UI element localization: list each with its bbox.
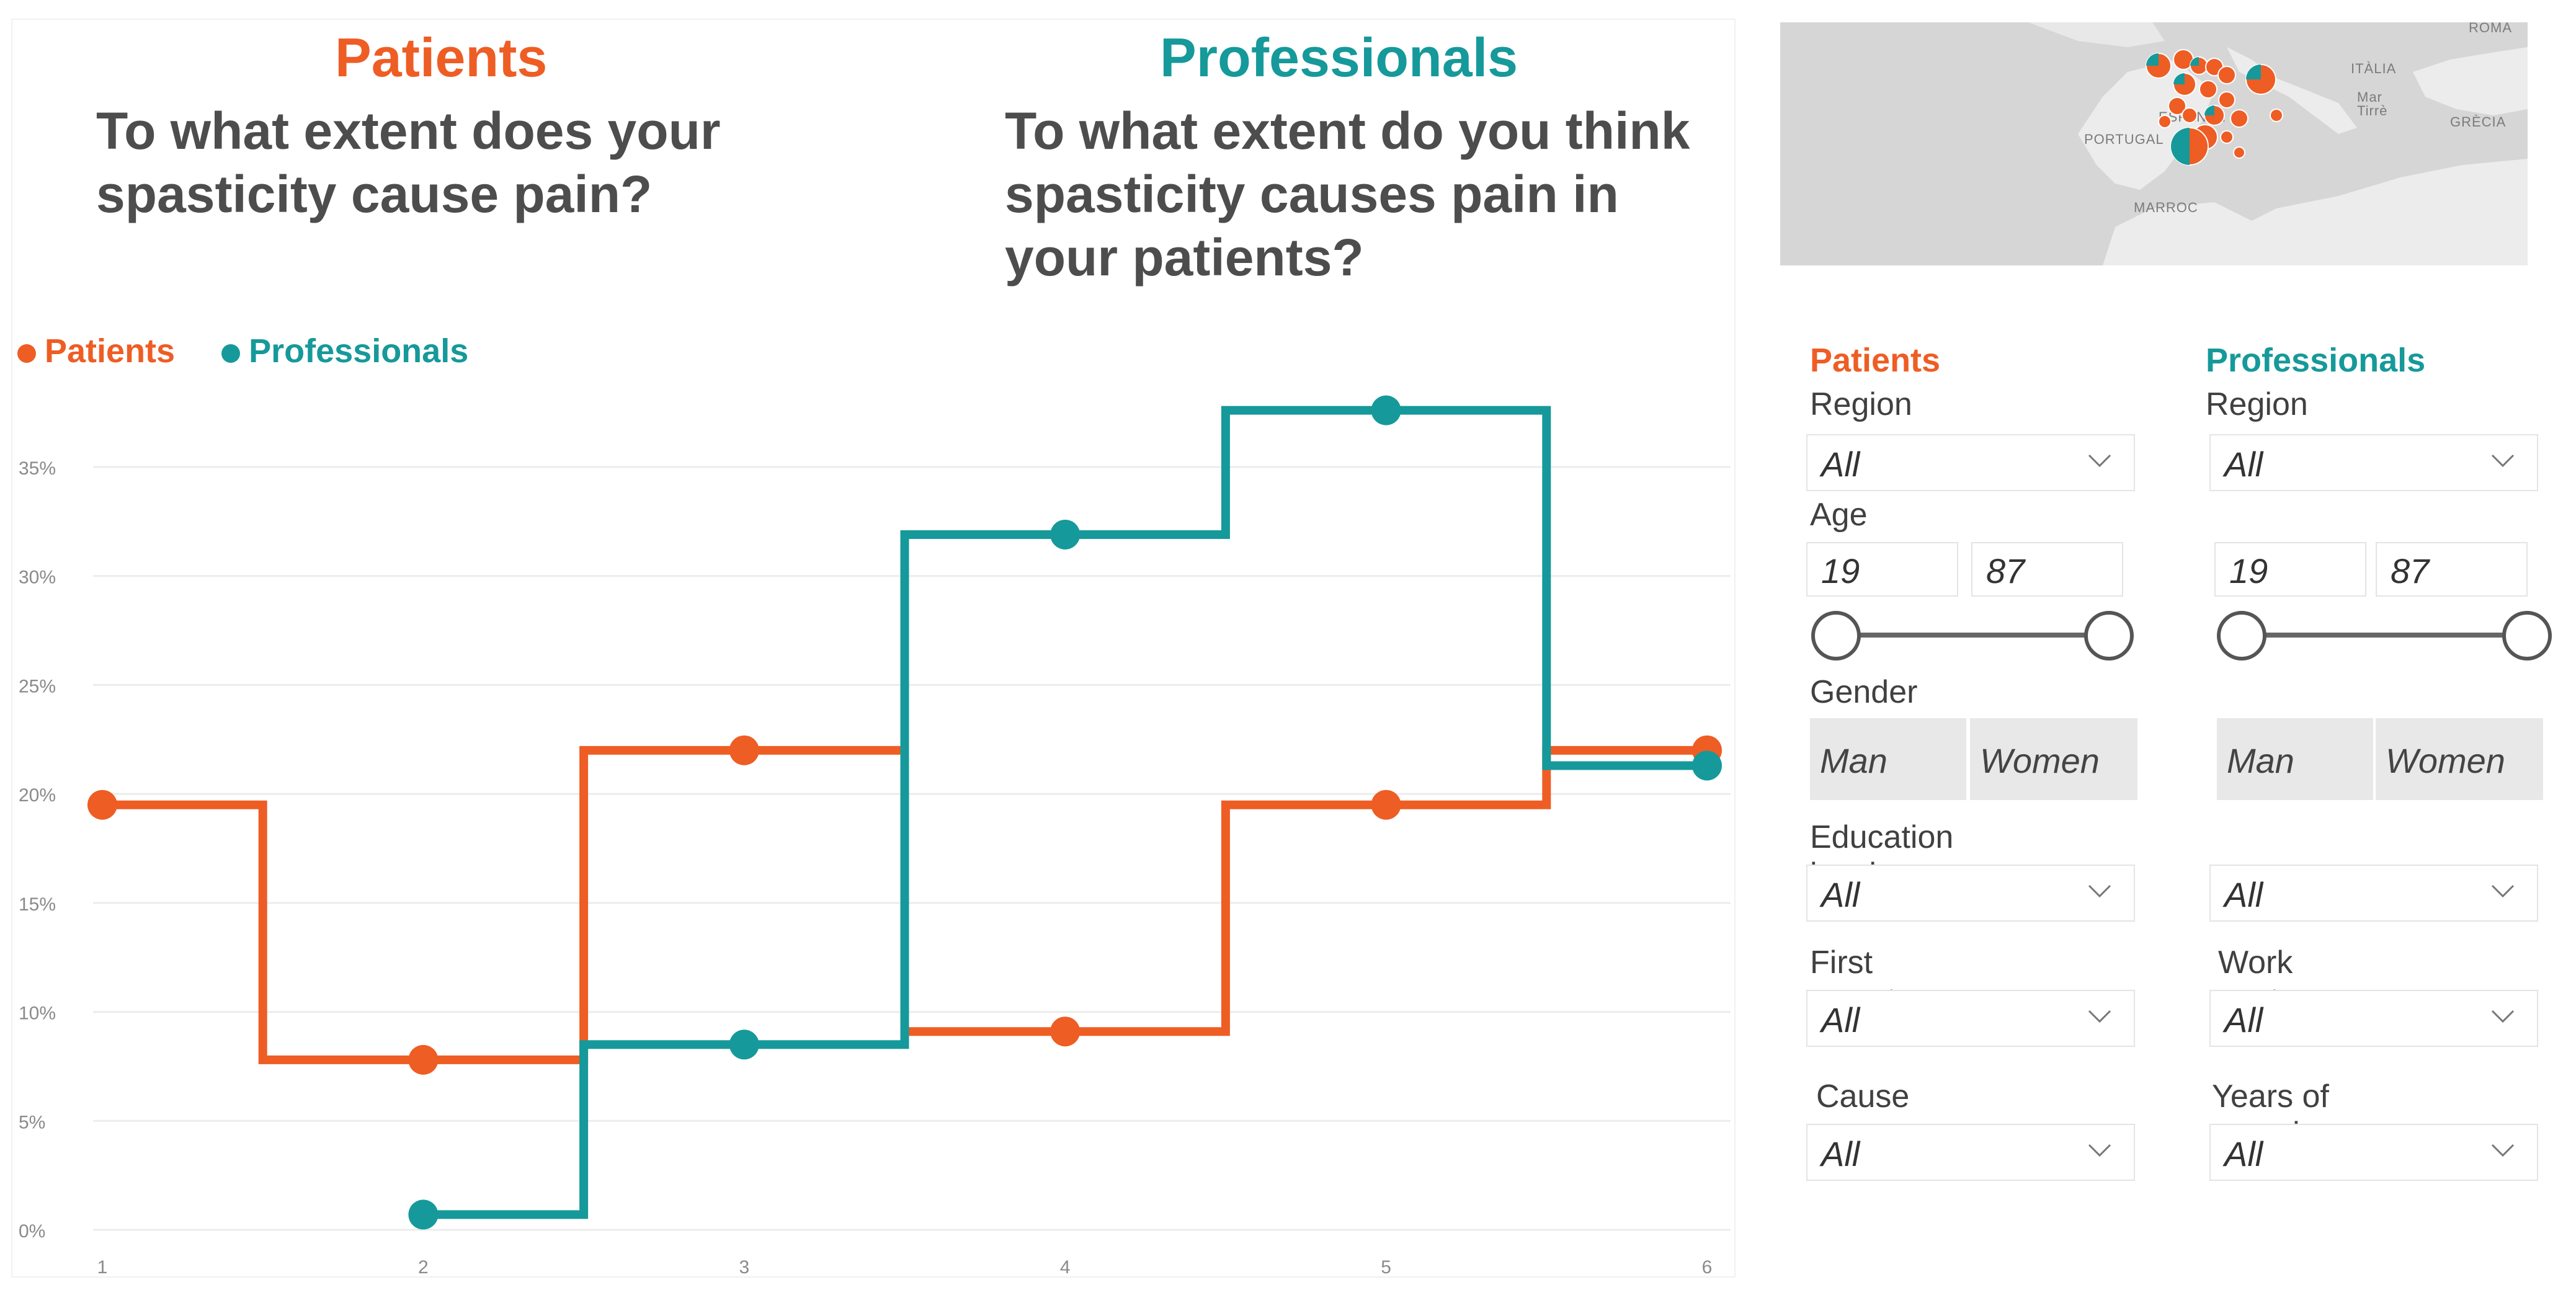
patients-cause-dropdown[interactable]: All bbox=[1806, 1124, 2135, 1181]
button-label: Women bbox=[1980, 741, 2100, 780]
age-label: Age bbox=[1810, 497, 1868, 533]
legend-item-patients[interactable]: Patients bbox=[17, 332, 175, 370]
button-label: Man bbox=[1820, 741, 1887, 780]
data-point-professionals bbox=[729, 1030, 759, 1060]
legend-dot-icon bbox=[221, 344, 241, 363]
professionals-age-slider-max-handle[interactable] bbox=[2502, 611, 2552, 661]
patients-age-max-input[interactable]: 87 bbox=[1971, 542, 2123, 597]
input-value: 87 bbox=[2391, 551, 2430, 590]
dropdown-value: All bbox=[2224, 1000, 2263, 1039]
map-panel[interactable]: ROMA ITÀLIA Mar Tirrè GRÈCIA PORTUGAL ES… bbox=[1780, 22, 2528, 265]
patients-gender-man-button[interactable]: Man bbox=[1810, 718, 1966, 800]
input-value: 87 bbox=[1986, 551, 2025, 590]
data-point-patients bbox=[1371, 790, 1401, 820]
data-point-professionals bbox=[1692, 750, 1722, 781]
y-tick-label: 30% bbox=[19, 567, 56, 588]
chevron-down-icon bbox=[2088, 884, 2111, 898]
chevron-down-icon bbox=[2491, 1010, 2515, 1023]
x-tick-label: 3 bbox=[739, 1257, 749, 1278]
patients-first-symptom-dropdown[interactable]: All bbox=[1806, 990, 2135, 1047]
chevron-down-icon bbox=[2088, 454, 2111, 468]
x-tick-label: 2 bbox=[418, 1257, 429, 1278]
patients-question: To what extent does your spasticity caus… bbox=[96, 102, 721, 223]
professionals-region-dropdown[interactable]: All bbox=[2209, 434, 2538, 491]
patients-age-slider-track[interactable] bbox=[1836, 633, 2109, 638]
professionals-age-max-input[interactable]: 87 bbox=[2376, 542, 2528, 597]
dropdown-value: All bbox=[1821, 875, 1860, 914]
map-label: MARROC bbox=[2134, 200, 2198, 215]
map-label: ITÀLIA bbox=[2351, 61, 2397, 76]
chevron-down-icon bbox=[2491, 884, 2515, 898]
x-tick-label: 5 bbox=[1381, 1257, 1391, 1278]
chart-legend: Patients Professionals bbox=[17, 332, 506, 370]
legend-item-professionals[interactable]: Professionals bbox=[221, 332, 468, 370]
patients-age-slider-min-handle[interactable] bbox=[1811, 611, 1861, 661]
cause-label: Cause bbox=[1816, 1079, 1910, 1114]
region-label: Region bbox=[1810, 386, 1912, 422]
y-tick-label: 25% bbox=[19, 676, 56, 696]
chevron-down-icon bbox=[2491, 454, 2515, 468]
map-label: GRÈCIA bbox=[2450, 114, 2507, 130]
y-tick-label: 5% bbox=[19, 1112, 45, 1132]
professionals-heading: Professionals bbox=[1160, 27, 1518, 88]
data-point-patients bbox=[87, 790, 117, 820]
data-point-patients bbox=[1050, 1016, 1081, 1047]
step-line-chart: 0% 5% 10% 15% 20% 25% 30% 35% 1 2 3 4 5 6 bbox=[19, 395, 1731, 1278]
chevron-down-icon bbox=[2088, 1010, 2111, 1023]
legend-dot-icon bbox=[17, 344, 36, 363]
professionals-age-min-input[interactable]: 19 bbox=[2214, 542, 2366, 597]
chevron-down-icon bbox=[2491, 1144, 2515, 1157]
patients-age-slider-max-handle[interactable] bbox=[2084, 611, 2134, 661]
dropdown-value: All bbox=[2224, 445, 2263, 484]
gender-label: Gender bbox=[1810, 674, 1918, 710]
data-point-patients bbox=[729, 735, 759, 765]
chart-panel bbox=[11, 19, 1736, 1278]
map-label: PORTUGAL bbox=[2084, 131, 2164, 147]
x-tick-label: 4 bbox=[1060, 1257, 1071, 1278]
y-tick-label: 0% bbox=[19, 1221, 45, 1242]
professionals-work-centre-dropdown[interactable]: All bbox=[2209, 990, 2538, 1047]
professionals-filter-title: Professionals bbox=[2206, 342, 2426, 379]
professionals-years-experience-dropdown[interactable]: All bbox=[2209, 1124, 2538, 1181]
data-point-professionals bbox=[1371, 395, 1401, 425]
button-label: Man bbox=[2227, 741, 2294, 780]
y-tick-label: 20% bbox=[19, 785, 56, 806]
input-value: 19 bbox=[2229, 551, 2268, 590]
data-point-patients bbox=[408, 1044, 439, 1075]
x-tick-label: 1 bbox=[97, 1257, 108, 1278]
professionals-question: To what extent do you think spasticity c… bbox=[1005, 102, 1690, 287]
map-markers bbox=[2146, 49, 2283, 166]
legend-label: Patients bbox=[45, 332, 176, 370]
patients-education-dropdown[interactable]: All bbox=[1806, 865, 2135, 922]
professionals-age-slider-track[interactable] bbox=[2240, 633, 2526, 638]
region-label: Region bbox=[2206, 386, 2308, 422]
patients-filter-title: Patients bbox=[1810, 342, 1941, 379]
patients-heading: Patients bbox=[335, 27, 548, 88]
legend-label: Professionals bbox=[249, 332, 469, 370]
y-tick-label: 10% bbox=[19, 1003, 56, 1024]
professionals-education-dropdown[interactable]: All bbox=[2209, 865, 2538, 922]
map-shapes bbox=[1780, 22, 2528, 265]
x-tick-label: 6 bbox=[1702, 1257, 1713, 1278]
patients-age-min-input[interactable]: 19 bbox=[1806, 542, 1958, 597]
dropdown-value: All bbox=[1821, 1134, 1860, 1173]
dropdown-value: All bbox=[1821, 1000, 1860, 1039]
professionals-gender-man-button[interactable]: Man bbox=[2217, 718, 2373, 800]
data-point-professionals bbox=[1050, 519, 1081, 549]
professionals-gender-women-button[interactable]: Women bbox=[2376, 718, 2543, 800]
input-value: 19 bbox=[1821, 551, 1860, 590]
dropdown-value: All bbox=[1821, 445, 1860, 484]
professionals-age-slider-min-handle[interactable] bbox=[2217, 611, 2266, 661]
y-tick-label: 15% bbox=[19, 894, 56, 915]
map-label: ROMA bbox=[2469, 22, 2512, 35]
patients-gender-women-button[interactable]: Women bbox=[1970, 718, 2137, 800]
y-tick-label: 35% bbox=[19, 458, 56, 479]
chevron-down-icon bbox=[2088, 1144, 2111, 1157]
button-label: Women bbox=[2386, 741, 2505, 780]
map-label: Mar Tirrè bbox=[2357, 89, 2388, 118]
dropdown-value: All bbox=[2224, 875, 2263, 914]
patients-region-dropdown[interactable]: All bbox=[1806, 434, 2135, 491]
dropdown-value: All bbox=[2224, 1134, 2263, 1173]
data-point-professionals bbox=[408, 1199, 439, 1230]
